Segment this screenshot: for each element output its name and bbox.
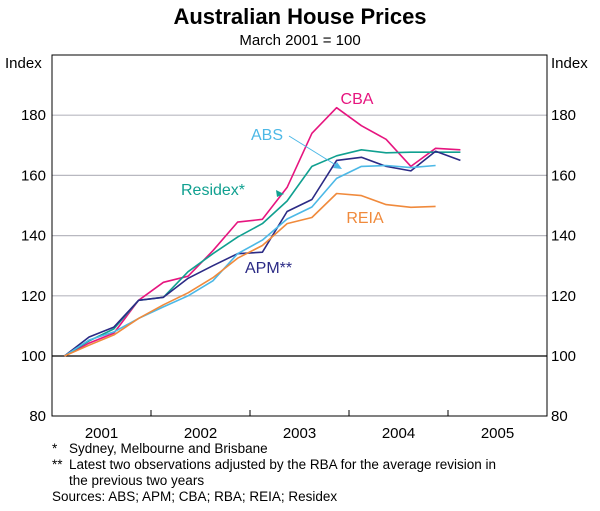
- footnote-dstar-line2: the previous two years: [69, 473, 205, 488]
- abs-arrowhead: [333, 162, 342, 169]
- y-tick-label-left: 160: [21, 167, 46, 184]
- y-tick-label-left: 140: [21, 228, 46, 245]
- series-label-residex: Residex*: [181, 182, 245, 199]
- y-tick-label-right: 120: [551, 288, 576, 305]
- series-line-cba: [64, 106, 461, 357]
- x-tick-label: 2005: [481, 425, 514, 442]
- footnote-dstar-line1: Latest two observations adjusted by the …: [69, 457, 496, 472]
- chart-subtitle: March 2001 = 100: [239, 32, 361, 49]
- series-line-reia: [64, 192, 436, 357]
- x-tick-label: 2001: [85, 425, 118, 442]
- y-tick-label-right: 100: [551, 348, 576, 365]
- series-label-cba: CBA: [341, 91, 374, 108]
- series-label-abs: ABS: [251, 127, 283, 144]
- series-line-apm: [63, 150, 461, 357]
- footnotes: * Sydney, Melbourne and Brisbane ** Latest…: [52, 441, 496, 505]
- series-label-apm: APM**: [245, 260, 292, 277]
- footnote-star-mark: *: [52, 441, 58, 456]
- y-tick-label-right: 80: [551, 408, 568, 425]
- y-tick-label-right: 180: [551, 107, 576, 124]
- sources: Sources: ABS; APM; CBA; RBA; REIA; Resid…: [52, 489, 338, 504]
- footnote-star: Sydney, Melbourne and Brisbane: [69, 441, 268, 456]
- y-axis-label-left: Index: [5, 55, 42, 72]
- chart-title: Australian House Prices: [173, 4, 427, 29]
- plot-frame: [51, 54, 548, 417]
- series-label-reia: REIA: [346, 210, 384, 227]
- footnote-dstar-mark: **: [52, 457, 63, 472]
- y-tick-label-right: 160: [551, 167, 576, 184]
- y-tick-label-left: 120: [21, 288, 46, 305]
- x-tick-label: 2003: [283, 425, 316, 442]
- series-line-abs: [63, 164, 436, 357]
- y-tick-label-left: 180: [21, 107, 46, 124]
- y-tick-label-left: 100: [21, 348, 46, 365]
- residex-arrowhead: [276, 190, 284, 197]
- x-tick-label: 2004: [382, 425, 415, 442]
- x-tick-label: 2002: [184, 425, 217, 442]
- y-tick-label-right: 140: [551, 228, 576, 245]
- y-tick-label-left: 80: [29, 408, 46, 425]
- abs-arrow: [288, 135, 340, 168]
- y-axis-label-right: Index: [551, 55, 588, 72]
